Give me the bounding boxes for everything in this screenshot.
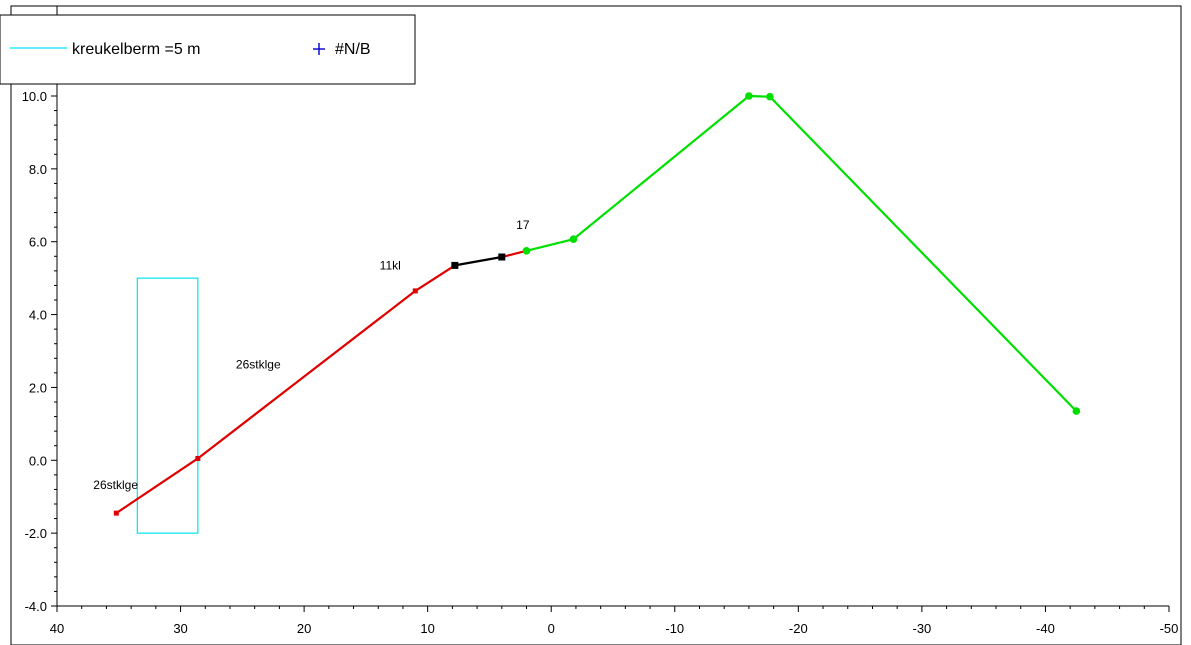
x-ticks: 40 30 20 10 0 -10 -20 -30 -40 -50 xyxy=(50,606,1179,636)
y-tick-label: 4.0 xyxy=(29,308,47,323)
legend: kreukelberm =5 m #N/B xyxy=(0,14,416,85)
data-point xyxy=(412,288,418,294)
legend-label-kreukelberm: kreukelberm =5 m xyxy=(72,41,201,58)
x-tick-label: -10 xyxy=(665,621,684,636)
data-point xyxy=(569,235,578,243)
annotation-label: 11kl xyxy=(380,258,401,272)
x-tick-label: 40 xyxy=(50,621,64,636)
x-tick-label: 20 xyxy=(297,621,311,636)
x-tick-label: -20 xyxy=(789,621,808,636)
x-tick-label: 10 xyxy=(420,621,434,636)
data-point xyxy=(1072,407,1081,415)
kreukelberm-rect xyxy=(136,277,199,534)
x-tick-label: 30 xyxy=(173,621,187,636)
data-point xyxy=(113,510,119,516)
annotation-label: 26stklge xyxy=(236,358,281,372)
series-line-3 xyxy=(526,94,1078,412)
data-point xyxy=(498,253,506,261)
y-tick-label: 0.0 xyxy=(29,453,47,468)
annotation-layer: 26stklge 26stklge 11kl 17 xyxy=(93,218,530,492)
y-tick-label: -4.0 xyxy=(25,599,47,614)
x-tick-label: -40 xyxy=(1036,621,1055,636)
marker-layer xyxy=(113,92,1081,516)
series-line-1 xyxy=(454,255,502,267)
annotation-label: 17 xyxy=(516,218,530,232)
series-layer xyxy=(115,94,1078,515)
y-tick-label: 10.0 xyxy=(22,89,47,104)
data-point xyxy=(451,261,459,269)
x-tick-label: -50 xyxy=(1160,621,1179,636)
y-tick-label: 6.0 xyxy=(29,235,47,250)
y-tick-label: 2.0 xyxy=(29,380,47,395)
legend-box xyxy=(0,14,416,85)
series-line-0 xyxy=(115,264,456,515)
y-ticks: -4.0 -2.0 0.0 2.0 4.0 6.0 8.0 10.0 xyxy=(22,89,57,614)
x-tick-label: -30 xyxy=(912,621,931,636)
legend-label-nb: #N/B xyxy=(335,41,371,58)
y-tick-label: 8.0 xyxy=(29,162,47,177)
data-point xyxy=(766,92,774,101)
data-point xyxy=(522,247,531,255)
series-line-2 xyxy=(501,249,527,259)
data-point xyxy=(745,92,753,100)
data-point xyxy=(195,455,201,461)
annotation-label: 26stklge xyxy=(93,478,138,492)
y-tick-label: -2.0 xyxy=(25,526,47,541)
plus-icon xyxy=(313,43,325,55)
x-tick-label: 0 xyxy=(548,621,555,636)
plot-frame xyxy=(10,5,1182,645)
